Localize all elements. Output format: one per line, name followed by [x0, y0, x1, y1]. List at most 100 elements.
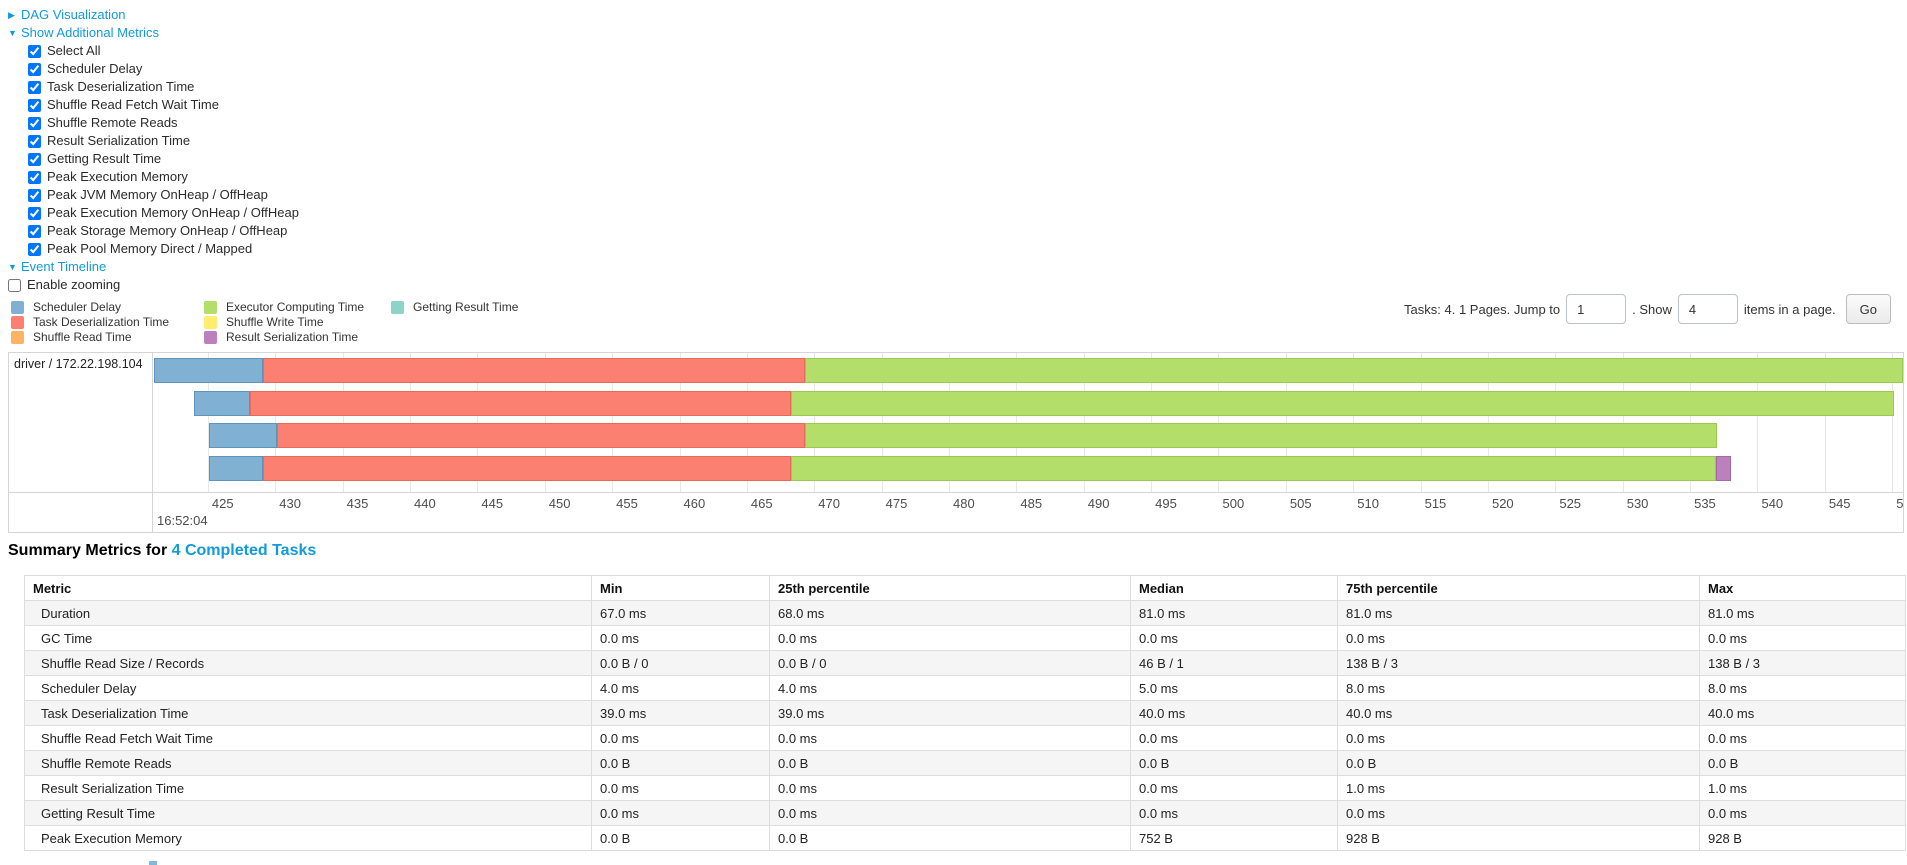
- gridline: [1757, 353, 1759, 492]
- summary-table-row: Shuffle Read Fetch Wait Time 0.0 ms 0.0 ms…: [24, 725, 1906, 751]
- legend-item-executor_computing: Executor Computing Time: [204, 300, 391, 314]
- timeline-bars-area: [154, 353, 1903, 492]
- summary-table-row: Shuffle Read Size / Records 0.0 B / 0 0.0 …: [24, 650, 1906, 676]
- items-per-page-input[interactable]: [1677, 294, 1738, 324]
- metric-checkbox-4[interactable]: [28, 116, 41, 130]
- summary-table-row: Task Deserialization Time 39.0 ms 39.0 ms 4…: [24, 700, 1906, 726]
- jump-to-page-input[interactable]: [1566, 294, 1627, 324]
- task-segment-task_deserialization[interactable]: [263, 456, 792, 481]
- metric-checkbox-label: Peak Storage Memory OnHeap / OffHeap: [47, 223, 288, 238]
- task-segment-task_deserialization[interactable]: [249, 390, 792, 416]
- dag-visualization-link[interactable]: DAG Visualization: [21, 7, 126, 22]
- dag-visualization-toggle[interactable]: ▶ DAG Visualization: [8, 6, 299, 24]
- timeline-group-label: driver / 172.22.198.104: [14, 357, 143, 371]
- metric-value-cell: 0.0 ms: [1130, 725, 1338, 751]
- metric-value-cell: 0.0 B: [1130, 750, 1338, 776]
- tick-label: 505: [1289, 496, 1312, 511]
- metric-value-cell: 0.0 B: [769, 825, 1131, 851]
- metric-value-cell: 39.0 ms: [769, 700, 1131, 726]
- metric-checkbox-row: Getting Result Time: [28, 150, 299, 168]
- gridline: [275, 353, 277, 492]
- legend-swatch-icon: [204, 315, 217, 329]
- metric-name-cell: Duration: [24, 600, 592, 626]
- tick-label: 495: [1155, 496, 1177, 511]
- task-segment-executor_computing[interactable]: [791, 456, 1716, 481]
- tick-label: 540: [1761, 496, 1784, 511]
- metric-value-cell: 5.0 ms: [1130, 675, 1338, 701]
- task-segment-scheduler_delay[interactable]: [209, 423, 277, 449]
- task-segment-executor_computing[interactable]: [804, 358, 1903, 383]
- task-bar-row: [154, 423, 1903, 449]
- metric-checkbox-11[interactable]: [28, 242, 41, 256]
- gridline: [1555, 353, 1557, 492]
- pagination-items-text: items in a page.: [1743, 301, 1836, 317]
- metric-value-cell: 138 B / 3: [1337, 650, 1700, 676]
- task-segment-executor_computing[interactable]: [804, 423, 1718, 449]
- completed-tasks-link[interactable]: 4 Completed Tasks: [171, 542, 317, 559]
- task-segment-executor_computing[interactable]: [791, 390, 1894, 416]
- gridline: [342, 353, 344, 492]
- metric-checkbox-0[interactable]: [28, 44, 41, 58]
- metric-value-cell: 0.0 B: [591, 750, 770, 776]
- metric-checkbox-10[interactable]: [28, 224, 41, 238]
- metric-checkbox-2[interactable]: [28, 80, 41, 94]
- metric-checkbox-7[interactable]: [28, 170, 41, 184]
- metric-value-cell: 928 B: [1699, 825, 1906, 851]
- task-segment-scheduler_delay[interactable]: [209, 456, 264, 481]
- metric-value-cell: 0.0 ms: [1699, 725, 1906, 751]
- metric-value-cell: 4.0 ms: [591, 675, 770, 701]
- legend-item-shuffle_write: Shuffle Write Time: [204, 315, 391, 329]
- event-timeline-toggle[interactable]: ▼ Event Timeline: [8, 258, 299, 276]
- metric-checkbox-8[interactable]: [28, 188, 41, 202]
- summary-table-row: Duration 67.0 ms 68.0 ms 81.0 ms 81.0 ms 81.0…: [24, 600, 1906, 626]
- metric-checkbox-1[interactable]: [28, 62, 41, 76]
- metric-checkbox-label: Result Serialization Time: [47, 133, 191, 148]
- legend-label: Result Serialization Time: [226, 330, 359, 344]
- metric-checkbox-5[interactable]: [28, 134, 41, 148]
- legend-label: Shuffle Read Time: [33, 330, 132, 344]
- metric-checkbox-label: Scheduler Delay: [47, 61, 143, 76]
- caret-right-icon: ▶: [8, 10, 15, 20]
- metric-checkbox-row: Shuffle Remote Reads: [28, 114, 299, 132]
- metric-checkbox-row: Peak Pool Memory Direct / Mapped: [28, 240, 299, 258]
- enable-zooming-checkbox[interactable]: [8, 278, 21, 292]
- gridline: [207, 353, 209, 492]
- metric-checkbox-3[interactable]: [28, 98, 41, 112]
- metric-value-cell: 0.0 B / 0: [769, 650, 1131, 676]
- metric-checkbox-9[interactable]: [28, 206, 41, 220]
- pagination-tasks-text: Tasks: 4. 1 Pages. Jump to: [1404, 301, 1561, 317]
- show-additional-metrics-toggle[interactable]: ▼ Show Additional Metrics: [8, 24, 299, 42]
- timeline-axis-separator: [9, 492, 1903, 493]
- tick-label: 425: [211, 496, 234, 511]
- legend-column: Scheduler Delay Task Deserialization Time…: [11, 300, 204, 345]
- summary-column-header: 25th percentile: [769, 575, 1131, 601]
- task-segment-scheduler_delay[interactable]: [194, 390, 250, 416]
- summary-table-row: Result Serialization Time 0.0 ms 0.0 ms 0.0…: [24, 775, 1906, 801]
- go-button[interactable]: Go: [1845, 294, 1891, 324]
- task-segment-scheduler_delay[interactable]: [154, 358, 264, 383]
- task-segment-task_deserialization[interactable]: [276, 423, 805, 449]
- summary-metrics-table: Metric Min 25th percentile Median 75th perce…: [24, 575, 1906, 851]
- metric-value-cell: 0.0 ms: [1337, 800, 1700, 826]
- metric-value-cell: 81.0 ms: [1337, 600, 1700, 626]
- metric-checkbox-6[interactable]: [28, 152, 41, 166]
- show-additional-metrics-link[interactable]: Show Additional Metrics: [21, 25, 160, 40]
- metric-checkbox-row: Peak Execution Memory: [28, 168, 299, 186]
- metric-value-cell: 67.0 ms: [591, 600, 770, 626]
- metric-value-cell: 138 B / 3: [1699, 650, 1906, 676]
- summary-column-header: Min: [591, 575, 770, 601]
- task-segment-result_serialization[interactable]: [1715, 456, 1731, 481]
- gridline: [1218, 353, 1220, 492]
- task-segment-task_deserialization[interactable]: [263, 358, 805, 383]
- summary-column-header: Max: [1699, 575, 1906, 601]
- pagination-show-text: . Show: [1632, 301, 1672, 317]
- gridline: [1420, 353, 1422, 492]
- gridline: [1016, 353, 1018, 492]
- legend-item-task_deserialization: Task Deserialization Time: [11, 315, 204, 329]
- tick-label: 460: [683, 496, 706, 511]
- metric-checkbox-label: Peak Execution Memory OnHeap / OffHeap: [47, 205, 299, 220]
- event-timeline-link[interactable]: Event Timeline: [21, 259, 107, 274]
- metric-name-cell: Shuffle Read Size / Records: [24, 650, 592, 676]
- metric-value-cell: 0.0 ms: [1337, 725, 1700, 751]
- tick-label: 525: [1559, 496, 1582, 511]
